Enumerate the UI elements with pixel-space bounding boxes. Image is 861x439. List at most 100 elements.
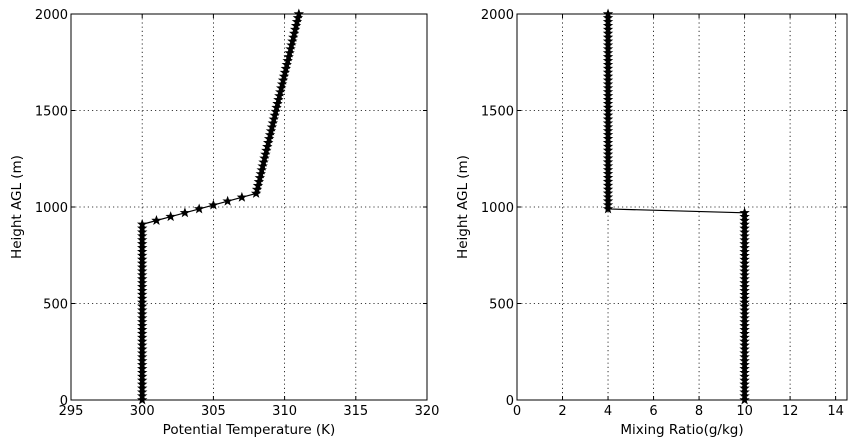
- y-axis-label: Height AGL (m): [455, 155, 471, 259]
- data-point: [602, 191, 614, 202]
- data-point: [165, 211, 176, 222]
- data-point: [739, 242, 750, 253]
- data-point: [136, 281, 148, 292]
- data-point: [602, 16, 614, 27]
- data-point: [739, 222, 750, 233]
- data-point: [739, 378, 750, 389]
- data-point: [236, 191, 248, 202]
- data-point: [739, 382, 750, 393]
- data-point: [739, 230, 750, 241]
- data-point: [739, 386, 750, 397]
- data-point: [136, 390, 148, 401]
- data-point: [739, 211, 750, 222]
- data-point: [137, 285, 148, 296]
- data-point: [602, 133, 614, 144]
- y-tick-label: 0: [506, 394, 514, 409]
- data-point: [136, 320, 148, 331]
- data-point: [222, 195, 233, 206]
- x-axis-label: Mixing Ratio(g/kg): [620, 422, 743, 438]
- data-point: [602, 199, 614, 210]
- data-point: [137, 234, 148, 245]
- y-tick-label: 2000: [35, 8, 68, 23]
- x-tick-label: 10: [736, 404, 753, 419]
- y-tick-label: 1000: [481, 201, 514, 216]
- data-point: [739, 359, 750, 370]
- data-point: [739, 390, 750, 401]
- data-point: [602, 113, 614, 124]
- data-point: [739, 269, 750, 280]
- data-point: [136, 375, 148, 385]
- series-line: [607, 14, 746, 400]
- data-point: [136, 332, 148, 342]
- data-point: [602, 172, 614, 183]
- data-point: [151, 215, 162, 225]
- data-point: [739, 273, 750, 284]
- data-point: [602, 168, 614, 179]
- data-point: [137, 328, 148, 339]
- data-point: [137, 218, 148, 229]
- data-point: [602, 164, 614, 175]
- data-point: [136, 316, 148, 327]
- data-point: [739, 289, 750, 300]
- data-point: [602, 31, 614, 42]
- data-point: [136, 296, 148, 307]
- series-line: [141, 13, 300, 400]
- potential-temperature-plot: 295 300 305 310 315 320 0 500 1000 1500 2000 Potent…: [9, 8, 439, 438]
- data-point: [602, 125, 614, 136]
- data-point: [739, 285, 750, 296]
- data-point: [602, 70, 614, 81]
- x-tick-label: 2: [558, 404, 566, 419]
- data-point: [136, 269, 148, 280]
- data-point: [739, 234, 750, 245]
- data-point: [136, 254, 148, 264]
- data-point: [602, 187, 614, 198]
- data-point: [208, 199, 219, 210]
- data-point: [602, 39, 614, 50]
- x-tick-label: 0: [513, 404, 521, 419]
- plot-frame: [70, 13, 428, 401]
- mixing-ratio-plot: 0 2 4 6 8 10 12 14 0 500 1000 1500 2000 Mixing Ratio(…: [455, 8, 848, 438]
- data-point: [739, 304, 750, 315]
- data-point: [137, 367, 148, 378]
- data-point: [739, 347, 750, 358]
- data-point: [602, 82, 614, 93]
- data-point: [137, 261, 148, 272]
- data-point: [136, 347, 148, 358]
- data-point: [137, 230, 148, 241]
- x-tick-label: 12: [782, 404, 799, 419]
- data-point: [739, 215, 750, 226]
- data-point: [137, 273, 148, 284]
- y-axis-label: Height AGL (m): [9, 155, 25, 259]
- y-tick-label: 1500: [35, 105, 68, 120]
- data-point: [136, 371, 148, 382]
- x-tick-label: 4: [604, 404, 612, 419]
- data-point: [739, 250, 750, 261]
- data-point: [136, 363, 148, 374]
- data-point: [739, 281, 750, 292]
- data-point: [739, 320, 750, 331]
- x-tick-label: 310: [272, 404, 297, 419]
- data-point: [602, 55, 614, 66]
- x-axis-label: Potential Temperature (K): [163, 422, 336, 438]
- data-point: [739, 363, 750, 374]
- data-point: [602, 43, 614, 54]
- data-point: [739, 277, 750, 288]
- data-point: [739, 261, 750, 272]
- data-point: [136, 242, 148, 253]
- data-point: [739, 265, 750, 276]
- x-tick-label: 8: [695, 404, 703, 419]
- data-point: [739, 355, 750, 366]
- data-point: [739, 219, 750, 229]
- data-point: [602, 90, 614, 101]
- data-point: [602, 59, 614, 70]
- y-tick-label: 1500: [481, 105, 514, 120]
- data-point: [137, 300, 148, 311]
- data-point: [137, 351, 148, 362]
- data-point: [602, 176, 614, 187]
- data-point: [136, 308, 148, 319]
- data-point: [602, 94, 614, 105]
- data-point: [602, 86, 614, 97]
- data-point: [137, 339, 148, 350]
- data-point: [602, 195, 614, 206]
